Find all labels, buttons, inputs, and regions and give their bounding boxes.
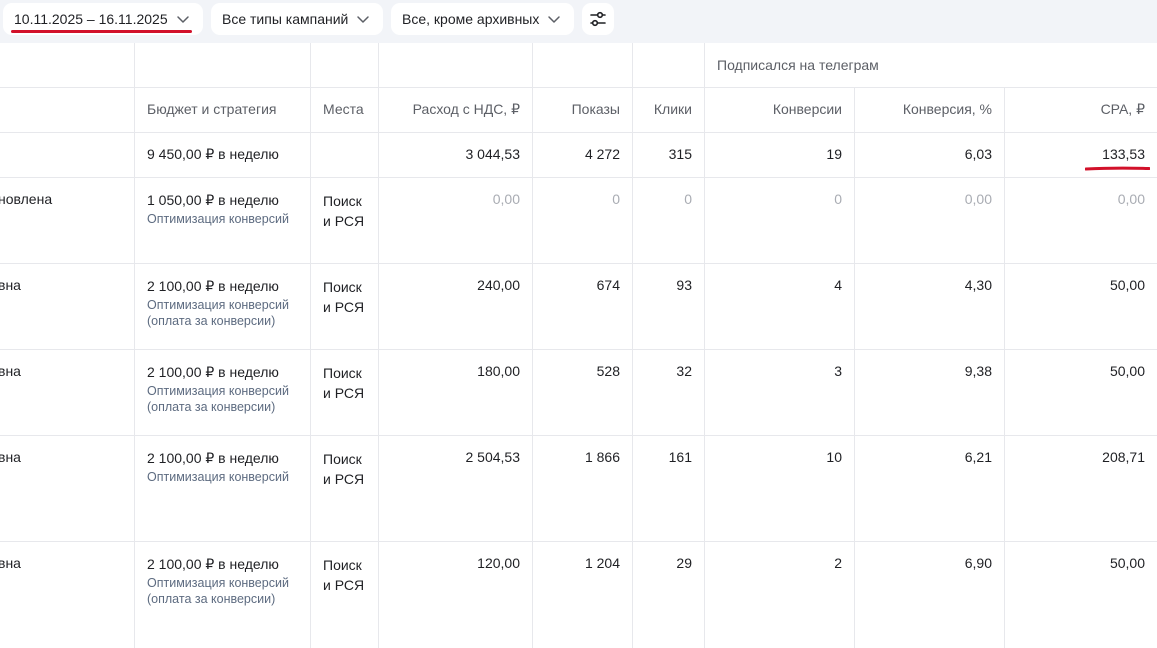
campaign-status: вна — [0, 277, 21, 293]
campaign-types-dropdown[interactable]: Все типы кампаний — [211, 3, 383, 35]
cpa-highlight-underline — [1085, 166, 1150, 171]
cell-clicks: 29 — [676, 555, 692, 571]
table-group-header: Подписался на телеграм — [0, 43, 1157, 88]
cell-conversion-rate: 9,38 — [964, 363, 992, 379]
table-header: Бюджет и стратегия Места Расход с НДС, ₽… — [0, 87, 1157, 133]
total-budget: 9 450,00 ₽ в неделю — [147, 146, 279, 162]
table-row[interactable]: вна 2 100,00 ₽ в неделю Оптимизация конв… — [0, 435, 1157, 542]
sliders-icon — [590, 11, 606, 27]
cell-conversions: 4 — [834, 277, 842, 293]
cell-cpa: 50,00 — [1109, 555, 1145, 571]
column-header-cpa[interactable]: CPA, ₽ — [1100, 101, 1145, 117]
cell-clicks: 93 — [676, 277, 692, 293]
column-header-clicks[interactable]: Клики — [633, 87, 705, 132]
chevron-down-icon — [548, 16, 561, 23]
campaign-places: Поиск — [323, 279, 362, 295]
cell-conversions: 0 — [834, 191, 842, 207]
column-header-conversions[interactable]: Конверсии — [705, 87, 855, 132]
campaign-strategy: Оптимизация конверсий — [147, 298, 289, 312]
cell-impressions: 1 866 — [584, 449, 620, 465]
cell-cost: 120,00 — [477, 555, 520, 571]
campaign-budget: 2 100,00 ₽ в неделю — [147, 278, 279, 294]
campaign-strategy-extra: (оплата за конверсии) — [147, 400, 276, 414]
campaign-strategy: Оптимизация конверсий — [147, 470, 289, 484]
cell-conversions: 3 — [834, 363, 842, 379]
cell-impressions: 1 204 — [584, 555, 620, 571]
campaign-status: вна — [0, 449, 21, 465]
campaign-budget: 2 100,00 ₽ в неделю — [147, 450, 279, 466]
total-clicks: 315 — [668, 146, 692, 162]
chevron-down-icon — [176, 16, 189, 23]
campaign-budget: 1 050,00 ₽ в неделю — [147, 192, 279, 208]
cell-cpa: 50,00 — [1109, 277, 1145, 293]
cell-clicks: 32 — [676, 363, 692, 379]
archive-filter-value: Все, кроме архивных — [402, 11, 540, 27]
filter-bar: 10.11.2025 – 16.11.2025 Все типы кампани… — [0, 0, 1157, 43]
table-row[interactable]: вна 2 100,00 ₽ в неделю Оптимизация конв… — [0, 349, 1157, 436]
column-header-impressions[interactable]: Показы — [533, 87, 633, 132]
cell-cpa: 0,00 — [1117, 191, 1145, 207]
filter-settings-button[interactable] — [582, 3, 614, 35]
table-row[interactable]: вна 2 100,00 ₽ в неделю Оптимизация конв… — [0, 541, 1157, 648]
date-range-value: 10.11.2025 – 16.11.2025 — [14, 11, 168, 27]
cell-cost: 180,00 — [477, 363, 520, 379]
table-row[interactable]: новлена 1 050,00 ₽ в неделю Оптимизация … — [0, 177, 1157, 264]
column-header-conversion-rate[interactable]: Конверсия, % — [855, 87, 1005, 132]
campaign-types-value: Все типы кампаний — [222, 11, 349, 27]
campaign-strategy: Оптимизация конверсий — [147, 576, 289, 590]
cell-conversions: 2 — [834, 555, 842, 571]
cell-cpa: 50,00 — [1109, 363, 1145, 379]
cell-impressions: 528 — [596, 363, 620, 379]
column-header-budget[interactable]: Бюджет и стратегия — [135, 87, 311, 132]
cell-impressions: 0 — [612, 191, 620, 207]
campaign-status: новлена — [0, 191, 53, 207]
campaign-strategy: Оптимизация конверсий — [147, 212, 289, 226]
campaign-places: Поиск — [323, 557, 362, 573]
column-header-cost[interactable]: Расход с НДС, ₽ — [379, 87, 533, 132]
total-impressions: 4 272 — [584, 146, 620, 162]
campaign-budget: 2 100,00 ₽ в неделю — [147, 364, 279, 380]
archive-filter-dropdown[interactable]: Все, кроме архивных — [391, 3, 574, 35]
goal-group-label: Подписался на телеграм — [717, 57, 879, 73]
cell-cost: 0,00 — [492, 191, 520, 207]
campaign-status: вна — [0, 363, 21, 379]
cell-conversions: 10 — [826, 449, 842, 465]
cell-impressions: 674 — [596, 277, 620, 293]
cell-cost: 2 504,53 — [465, 449, 521, 465]
campaign-strategy-extra: (оплата за конверсии) — [147, 314, 276, 328]
cell-conversion-rate: 0,00 — [964, 191, 992, 207]
table-total-row: 9 450,00 ₽ в неделю 3 044,53 4 272 315 1… — [0, 132, 1157, 178]
campaign-places: Поиск — [323, 365, 362, 381]
cell-cpa: 208,71 — [1102, 449, 1145, 465]
cell-clicks: 161 — [668, 449, 692, 465]
campaign-strategy-extra: (оплата за конверсии) — [147, 592, 276, 606]
chevron-down-icon — [357, 16, 370, 23]
goal-group-header: Подписался на телеграм — [705, 43, 1157, 87]
cell-conversion-rate: 6,90 — [964, 555, 992, 571]
campaign-places: Поиск — [323, 193, 362, 209]
campaign-strategy: Оптимизация конверсий — [147, 384, 289, 398]
cell-cost: 240,00 — [477, 277, 520, 293]
cell-clicks: 0 — [684, 191, 692, 207]
total-conversion-rate: 6,03 — [964, 146, 992, 162]
cell-conversion-rate: 4,30 — [964, 277, 992, 293]
total-cost: 3 044,53 — [465, 146, 521, 162]
table-row[interactable]: вна 2 100,00 ₽ в неделю Оптимизация конв… — [0, 263, 1157, 350]
total-cpa: 133,53 — [1102, 146, 1145, 162]
date-highlight-underline — [11, 30, 192, 33]
campaign-status: вна — [0, 555, 21, 571]
total-conversions: 19 — [826, 146, 842, 162]
date-range-picker[interactable]: 10.11.2025 – 16.11.2025 — [3, 3, 203, 35]
column-header-places[interactable]: Места — [311, 87, 379, 132]
campaign-places: Поиск — [323, 451, 362, 467]
campaign-budget: 2 100,00 ₽ в неделю — [147, 556, 279, 572]
cell-conversion-rate: 6,21 — [964, 449, 992, 465]
